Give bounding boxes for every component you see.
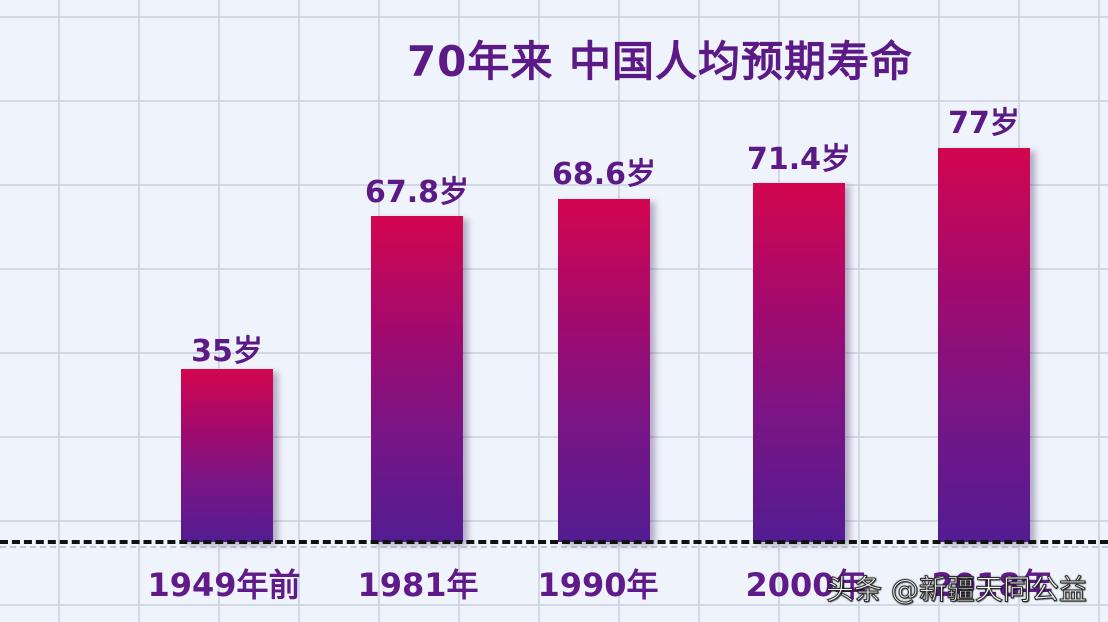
bar-value-label: 67.8岁 (364, 175, 470, 210)
x-axis-label-1949: 1949年前 (147, 566, 301, 604)
bar-1949 (181, 369, 273, 542)
bar-value-label: 68.6岁 (551, 157, 657, 192)
baseline-shadow (0, 546, 1108, 548)
x-axis-label-1981: 1981年 (357, 566, 479, 604)
bar-2018 (938, 148, 1030, 542)
bar-value-label: 71.4岁 (746, 142, 852, 177)
x-axis-label-2000: 2000年 (745, 566, 867, 604)
bar-1981 (371, 216, 463, 542)
bar-1990 (558, 199, 650, 542)
bar-2000 (753, 183, 845, 542)
bar-value-label: 35岁 (191, 334, 263, 369)
watermark-text: 头条 @新疆天同公益 (826, 573, 1088, 607)
chart-title: 70年来 中国人均预期寿命 (406, 37, 914, 86)
x-axis-label-1990: 1990年 (537, 566, 659, 604)
bar-value-label: 77岁 (948, 106, 1020, 141)
x-axis-label-2018: 2018年 (931, 566, 1053, 604)
dashed-baseline (0, 540, 1108, 544)
